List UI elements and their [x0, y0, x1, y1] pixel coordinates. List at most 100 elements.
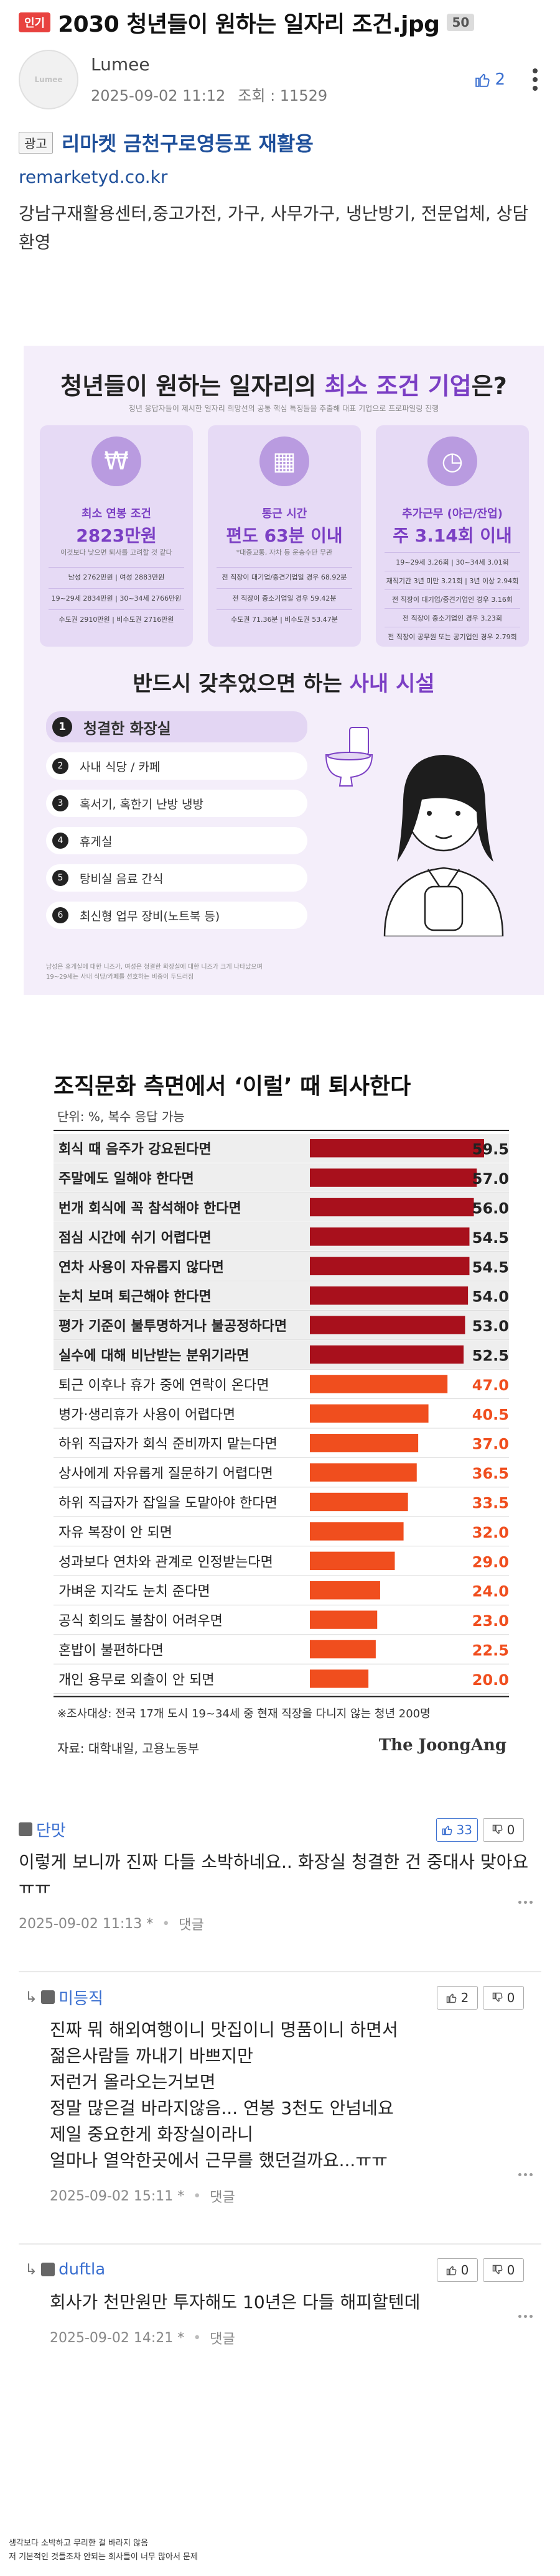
chart-note: ※조사대상: 전국 17개 도시 19~34세 중 현재 직장을 다니지 않는 … — [57, 1707, 431, 1720]
upvote-button[interactable]: 2 — [437, 1986, 478, 2010]
comment-more-icon[interactable] — [518, 2173, 533, 2176]
bar — [310, 1345, 464, 1364]
chart-source: 자료: 대학내일, 고용노동부 — [57, 1741, 200, 1756]
bar — [310, 1375, 448, 1393]
thumbs-down-icon — [492, 2264, 503, 2274]
bar — [310, 1610, 378, 1629]
comment-author[interactable]: duftla — [58, 2260, 106, 2279]
category-label: 평가 기준이 불투명하거나 불공정하다면 — [58, 1319, 287, 1334]
reply-link[interactable]: 댓글 — [210, 2332, 235, 2347]
thumbs-down-icon — [492, 1824, 503, 1834]
value-label: 40.5 — [472, 1406, 509, 1423]
comment-header: ↳ duftla — [25, 2256, 541, 2283]
value-label: 53.0 — [472, 1318, 509, 1335]
upvote-button[interactable]: 0 — [437, 2258, 478, 2282]
category-label: 하위 직급자가 회식 준비까지 맡는다면 — [58, 1437, 278, 1452]
reply-link[interactable]: 댓글 — [179, 1918, 204, 1933]
comment-votes: 33 0 — [436, 1818, 524, 1842]
chart-row-bg — [54, 1399, 509, 1428]
category-label: 눈치 보며 퇴근해야 한다면 — [58, 1290, 212, 1305]
value-label: 24.0 — [472, 1583, 509, 1600]
thumbs-down-icon — [492, 1992, 503, 2002]
comment-more-icon[interactable] — [518, 1901, 533, 1904]
value-label: 33.5 — [472, 1495, 509, 1512]
category-label: 상사에게 자유롭게 질문하기 어렵다면 — [58, 1466, 273, 1482]
resignation-chart: 조직문화 측면에서 ‘이럴’ 때 퇴사한다 단위: %, 복수 응답 가능 회식… — [24, 1045, 534, 1791]
ad-title[interactable]: 리마켓 금천구로영등포 재활용 — [61, 132, 314, 155]
chart-row-bg — [54, 1458, 509, 1487]
comment-author[interactable]: 단맛 — [36, 1821, 66, 1840]
money-bag-icon: ₩ — [91, 436, 141, 486]
upvote-button[interactable]: 33 — [436, 1818, 478, 1842]
publisher-logo: The JoongAng — [378, 1736, 506, 1755]
post-like-count: 2 — [495, 70, 505, 89]
author-row: Lumee Lumee 2025-09-02 11:12 조회 : 11529 2 — [19, 50, 541, 109]
thumbs-up-icon — [442, 1826, 452, 1835]
avatar[interactable]: Lumee — [19, 50, 78, 109]
title-row: 인기 2030 청년들이 원하는 일자리 조건.jpg 50 — [19, 9, 541, 37]
ad-url[interactable]: remarketyd.co.kr — [19, 167, 168, 187]
post-meta: 2025-09-02 11:12 조회 : 11529 — [91, 83, 475, 105]
commute-card: ▦ 통근 시간 편도 63분 이내 *대중교통, 자차 등 운송수단 무관 전 … — [208, 425, 361, 647]
value-label: 29.0 — [472, 1553, 509, 1571]
more-menu-icon[interactable] — [533, 68, 538, 91]
user-level-icon — [19, 1822, 32, 1836]
ad-tag: 광고 — [19, 131, 53, 154]
comment-text: 이렇게 보니까 진짜 다들 소박하네요.. 화장실 청결한 건 중대사 맞아요 … — [19, 1852, 529, 1898]
category-label: 주말에도 일해야 한다면 — [58, 1171, 194, 1187]
thumbs-up-icon — [475, 73, 490, 87]
comment-count-badge[interactable]: 50 — [447, 14, 475, 31]
author-name[interactable]: Lumee — [91, 54, 150, 75]
comment-more-icon[interactable] — [518, 2315, 533, 2318]
value-label: 37.0 — [472, 1436, 509, 1453]
category-label: 번개 회식에 꼭 참석해야 한다면 — [58, 1201, 241, 1217]
reply-link[interactable]: 댓글 — [210, 2190, 235, 2205]
infographic-title: 청년들이 원하는 일자리의 최소 조건 기업은? — [60, 372, 507, 400]
bar — [310, 1168, 477, 1187]
facility-item: 2 사내 식당 / 카페 — [46, 752, 307, 780]
bar — [310, 1257, 470, 1275]
comment-meta: 2025-09-02 15:11 * • 댓글 — [25, 2186, 541, 2206]
facility-item: 3 혹서기, 혹한기 난방 냉방 — [46, 790, 307, 817]
comment-header: 단맛 — [19, 1816, 541, 1843]
bar — [310, 1227, 470, 1246]
chart-row-bg — [54, 1429, 509, 1457]
ad-block[interactable]: 광고 리마켓 금천구로영등포 재활용 remarketyd.co.kr 강남구재… — [19, 128, 541, 257]
post-header: 인기 2030 청년들이 원하는 일자리 조건.jpg 50 Lumee Lum… — [0, 0, 560, 109]
salary-card: ₩ 최소 연봉 조건 2823만원 이것보다 낮으면 퇴사를 고려할 것 같다 … — [40, 425, 193, 647]
overtime-card: ◷ 추가근무 (야근/잔업) 주 3.14회 이내 19~29세 3.26회 |… — [376, 425, 529, 647]
value-label: 22.5 — [472, 1642, 509, 1660]
downvote-button[interactable]: 0 — [483, 2258, 524, 2282]
bar — [310, 1404, 429, 1423]
category-label: 점심 시간에 쉬기 어렵다면 — [58, 1230, 212, 1246]
hot-badge: 인기 — [19, 12, 51, 32]
user-level-icon — [41, 2263, 55, 2276]
category-label: 회식 때 음주가 강요된다면 — [58, 1142, 212, 1158]
facilities-title: 반드시 갖추었으면 하는 사내 시설 — [133, 672, 435, 696]
value-label: 56.0 — [472, 1200, 509, 1217]
bar — [310, 1522, 404, 1541]
value-label: 54.0 — [472, 1288, 509, 1306]
value-label: 57.0 — [472, 1170, 509, 1188]
user-level-icon — [41, 1990, 55, 2004]
comment-text: 진짜 뭐 해외여행이니 맛집이니 명품이니 하면서 젊은사람들 까내기 바쁘지만… — [50, 2020, 398, 2171]
value-label: 47.0 — [472, 1377, 509, 1394]
category-label: 실수에 대해 비난받는 분위기라면 — [58, 1349, 249, 1364]
divider — [19, 1971, 541, 1972]
comment-reply: ↳ 미등직 2 0 진짜 뭐 해외여행이니 맛집이니 명품이니 하면서 젊은사람… — [0, 1983, 560, 2206]
post-like-button[interactable]: 2 — [475, 70, 505, 89]
category-label: 병가·생리휴가 사용이 어렵다면 — [58, 1407, 235, 1423]
category-label: 성과보다 연차와 관계로 인정받는다면 — [58, 1554, 273, 1570]
bar — [310, 1139, 484, 1158]
chart-row-bg — [54, 1487, 509, 1517]
downvote-button[interactable]: 0 — [483, 1818, 524, 1842]
avatar-text: Lumee — [34, 75, 63, 84]
comment-text: 회사가 천만원만 투자해도 10년은 다들 해피할텐데 — [50, 2292, 421, 2312]
ad-row: 광고 리마켓 금천구로영등포 재활용 — [19, 128, 541, 157]
value-label: 54.5 — [472, 1229, 509, 1247]
category-label: 연차 사용이 자유롭지 않다면 — [58, 1260, 224, 1275]
downvote-button[interactable]: 0 — [483, 1986, 524, 2010]
thumbs-up-icon — [446, 1993, 457, 2003]
comment-author[interactable]: 미등직 — [58, 1989, 103, 2008]
category-label: 퇴근 이후나 휴가 중에 연락이 온다면 — [58, 1378, 269, 1393]
